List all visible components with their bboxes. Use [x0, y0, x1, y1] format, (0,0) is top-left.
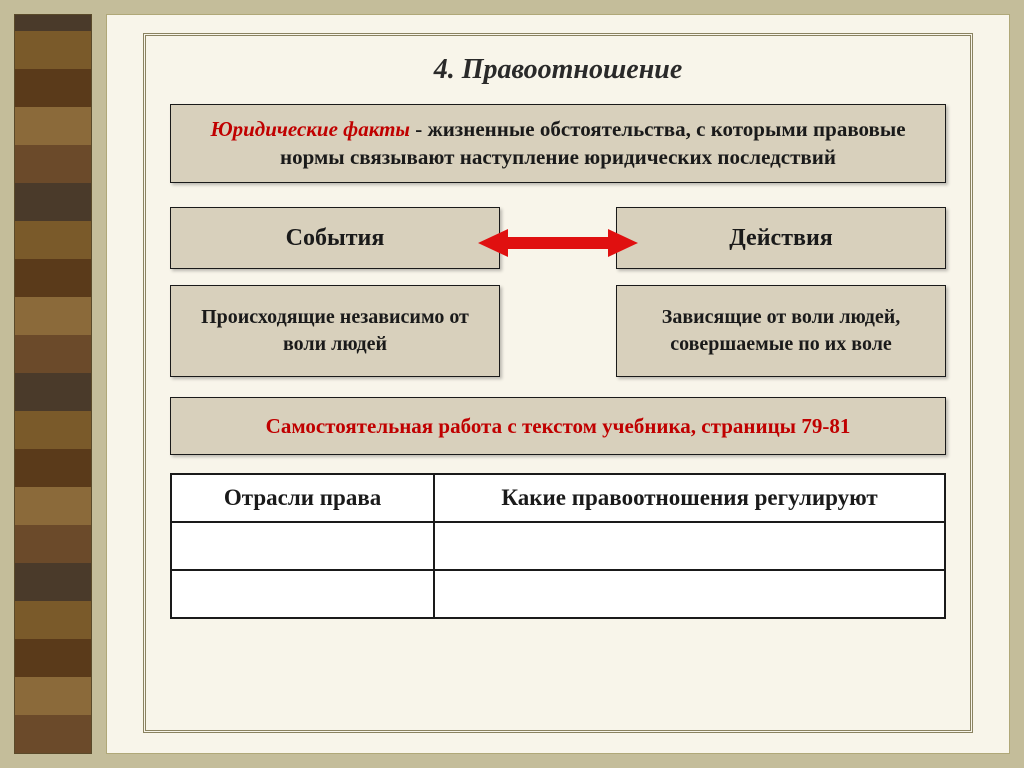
bidirectional-arrow-icon: [478, 229, 638, 257]
category-desc-actions: Зависящие от воли людей, совершаемые по …: [616, 285, 946, 377]
inner-border: 4. Правоотношение Юридические факты - жи…: [143, 33, 973, 733]
branches-table: Отрасли права Какие правоотношения регул…: [170, 473, 946, 619]
category-desc-events: Происходящие независимо от воли людей: [170, 285, 500, 377]
table-header-col2: Какие правоотношения регулируют: [434, 474, 945, 522]
categories-row: События Происходящие независимо от воли …: [170, 207, 946, 377]
table-cell: [434, 570, 945, 618]
category-label-events: События: [170, 207, 500, 269]
slide-frame: 4. Правоотношение Юридические факты - жи…: [0, 0, 1024, 768]
table-cell: [171, 570, 434, 618]
category-left: События Происходящие независимо от воли …: [170, 207, 500, 377]
slide-title: 4. Правоотношение: [170, 54, 946, 86]
table-cell: [434, 522, 945, 570]
table-header-col1: Отрасли права: [171, 474, 434, 522]
table-row: [171, 570, 945, 618]
definition-box: Юридические факты - жизненные обстоятель…: [170, 104, 946, 183]
category-right: Действия Зависящие от воли людей, соверш…: [616, 207, 946, 377]
arrow-shape: [478, 229, 638, 257]
decorative-side-strip: [14, 14, 92, 754]
table-header-row: Отрасли права Какие правоотношения регул…: [171, 474, 945, 522]
definition-term: Юридические факты: [210, 117, 410, 141]
table-row: [171, 522, 945, 570]
category-label-actions: Действия: [616, 207, 946, 269]
task-box: Самостоятельная работа с текстом учебник…: [170, 397, 946, 455]
content-area: 4. Правоотношение Юридические факты - жи…: [106, 14, 1010, 754]
table-cell: [171, 522, 434, 570]
